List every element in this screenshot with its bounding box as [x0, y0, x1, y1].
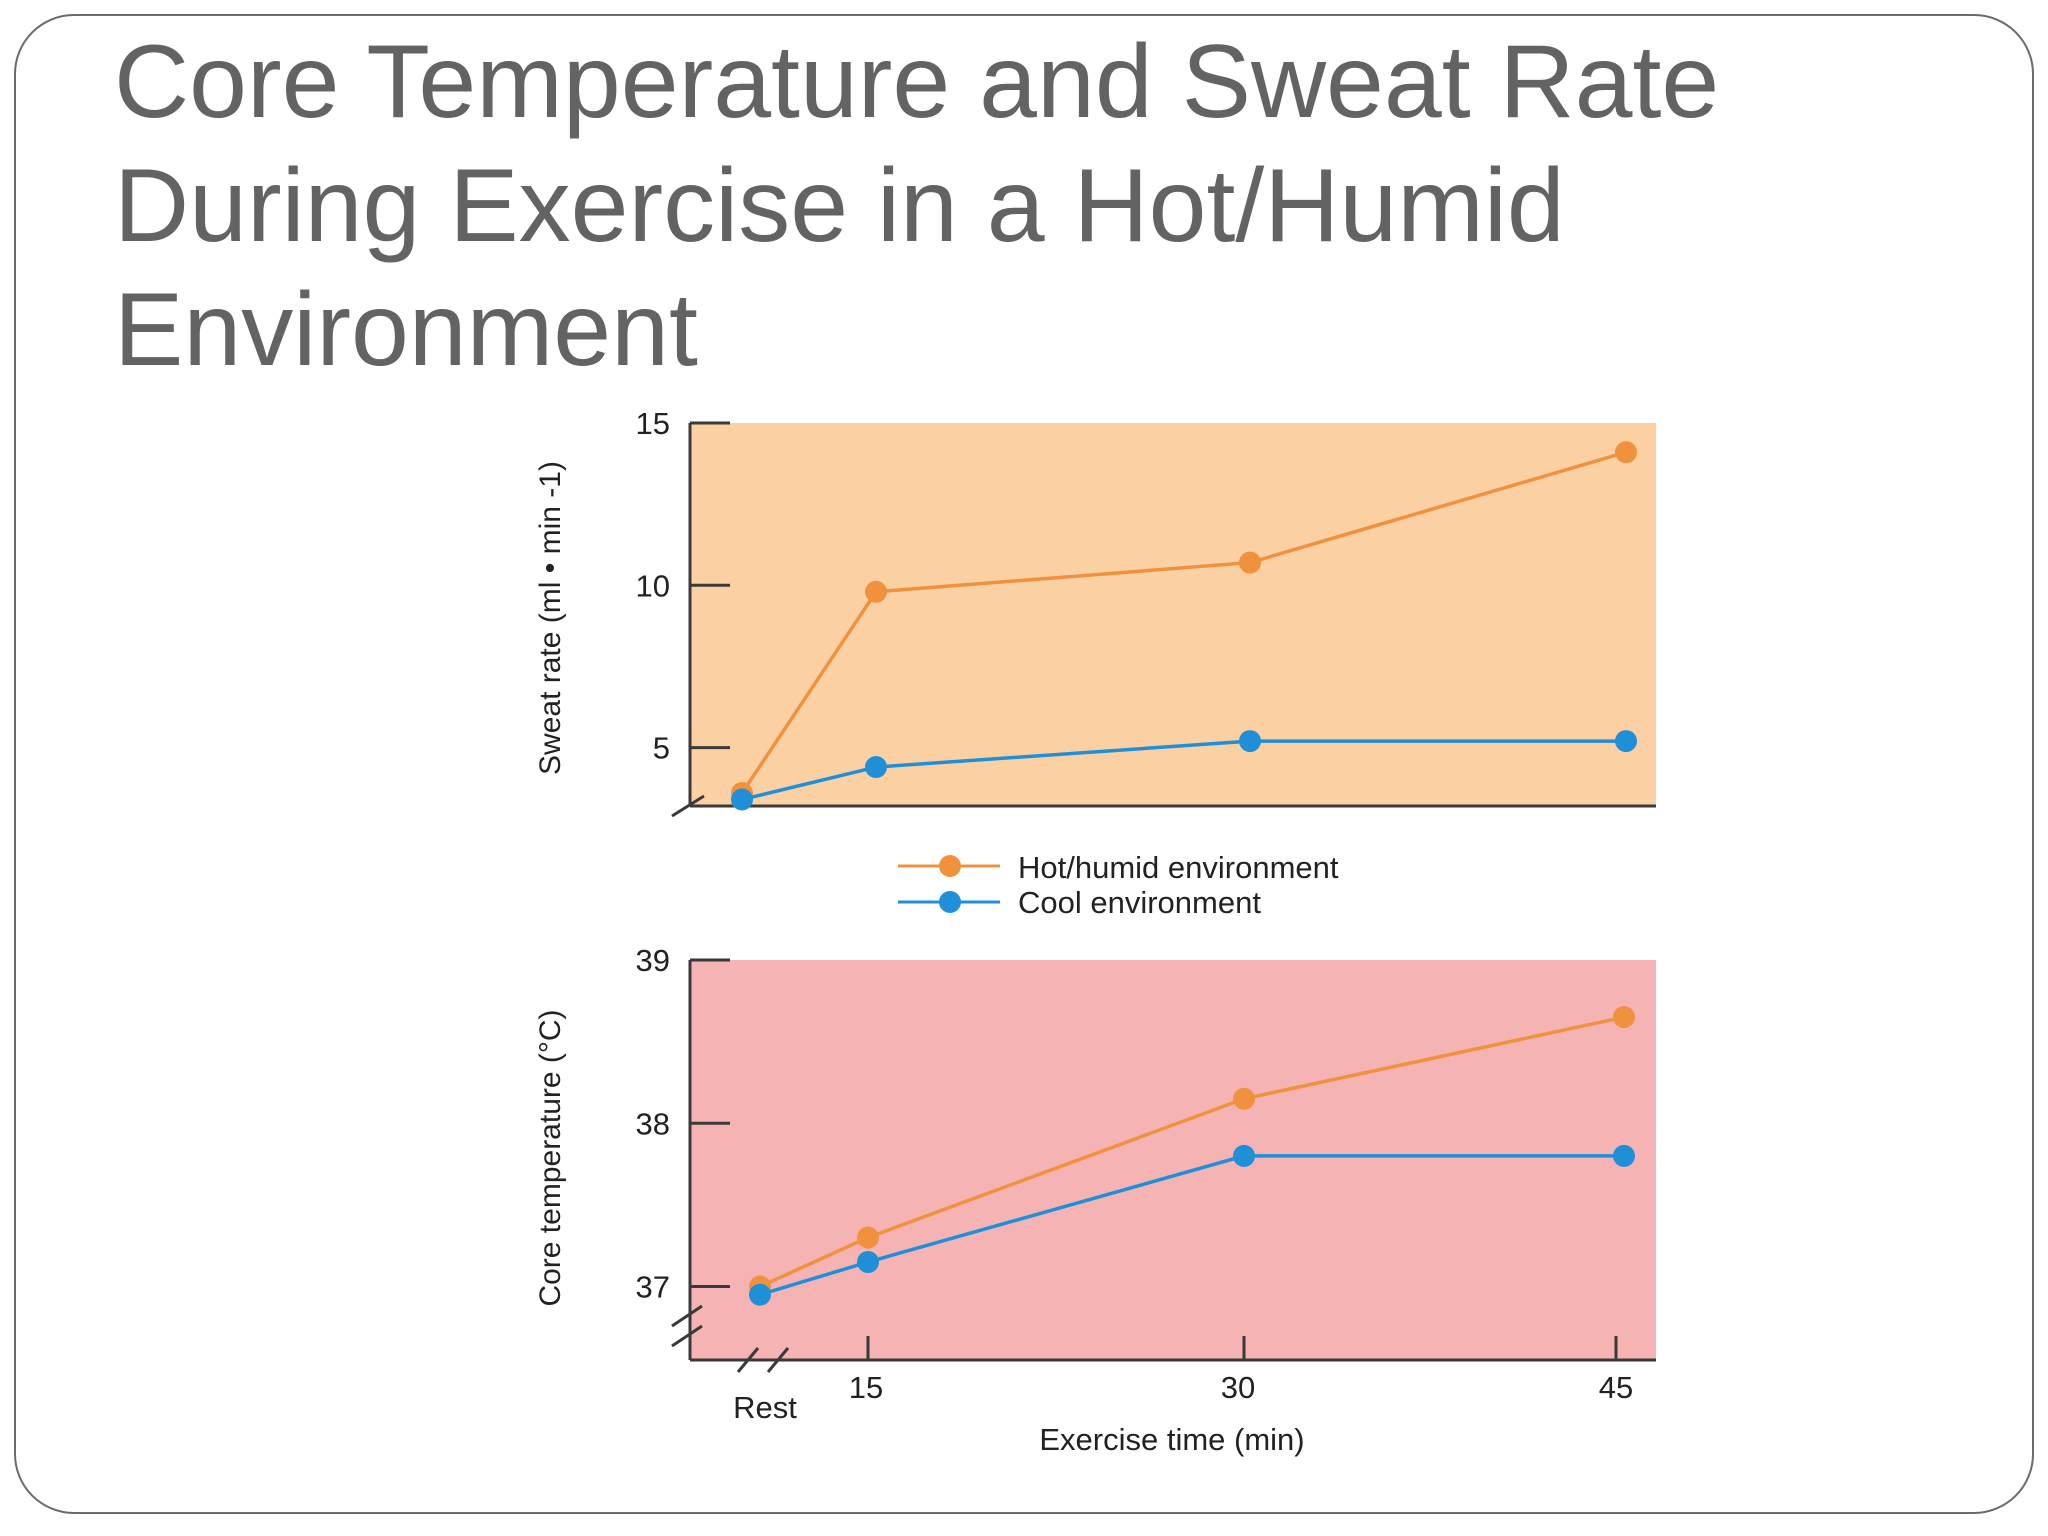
axis-break-mark: [736, 1347, 760, 1373]
x-tick-label-30: 30: [1221, 1370, 1255, 1405]
y-tick-label: 10: [636, 568, 670, 603]
core-temp-plot: [749, 1006, 1635, 1306]
sweat-rate-panel-bg: [690, 423, 1656, 806]
cool-data-point: [1233, 1144, 1255, 1167]
axis-break-mark: [671, 1324, 703, 1348]
x-tick-label-15: 15: [849, 1370, 883, 1405]
hot-data-point: [1239, 551, 1261, 574]
y-tick-label: 15: [636, 406, 670, 441]
y-tick-label: 37: [636, 1270, 670, 1305]
hot-series-line: [740, 450, 1627, 794]
cool-data-point: [1615, 730, 1637, 753]
hot-data-point: [1613, 1006, 1635, 1029]
sweat-rate-axes: 5 10 15: [636, 406, 1656, 818]
sweat-rate-plot: [731, 441, 1637, 811]
x-rest-label: Rest: [733, 1390, 797, 1425]
core-temp-axes: 37 38 39: [636, 943, 1656, 1373]
cool-series-line: [741, 739, 1626, 802]
axis-break-mark: [766, 1347, 790, 1373]
legend-cool-marker: [939, 891, 961, 913]
y-tick-label: 5: [653, 731, 670, 766]
core-temp-panel-bg: [690, 960, 1656, 1360]
axis-break-mark: [671, 1304, 703, 1328]
cool-data-point: [1613, 1144, 1635, 1167]
legend-cool-label: Cool environment: [1018, 885, 1261, 920]
hot-series-line: [759, 1015, 1625, 1289]
cool-data-point: [857, 1251, 879, 1274]
core-temp-ylabel: Core temperature (°C): [534, 1009, 567, 1306]
legend-hot-label: Hot/humid environment: [1018, 850, 1339, 885]
cool-series-line: [759, 1154, 1624, 1297]
y-tick-label: 39: [636, 943, 670, 978]
cool-data-point: [1239, 730, 1261, 753]
legend: Hot/humid environment Cool environment: [898, 850, 1339, 920]
x-axis-label: Exercise time (min): [1039, 1422, 1304, 1457]
x-tick-label-45: 45: [1599, 1370, 1633, 1405]
hot-data-point: [865, 580, 887, 603]
legend-hot-marker: [939, 855, 961, 877]
y-tick-label: 38: [636, 1106, 670, 1141]
axis-break-mark: [671, 794, 705, 818]
cool-data-point: [749, 1283, 771, 1306]
sweat-rate-ylabel: Sweat rate (ml • min -1): [534, 461, 567, 775]
hot-data-point: [1233, 1087, 1255, 1110]
cool-data-point: [865, 756, 887, 779]
cool-data-point: [731, 788, 753, 811]
slide-title: Core Temperature and Sweat Rate During E…: [114, 24, 1720, 388]
hot-data-point: [1615, 441, 1637, 464]
hot-data-point: [857, 1226, 879, 1249]
